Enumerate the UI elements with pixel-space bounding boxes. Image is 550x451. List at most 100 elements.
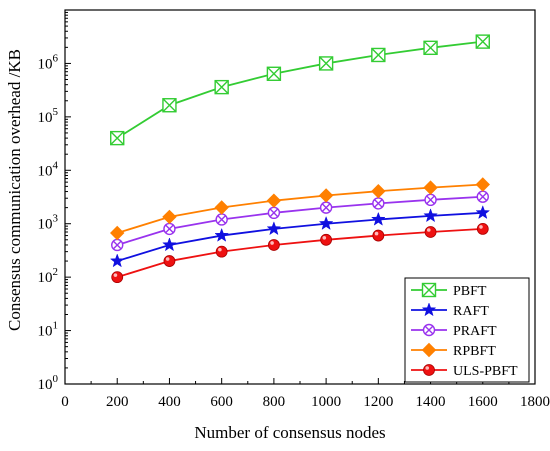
marker-ball xyxy=(476,222,489,235)
legend-marker xyxy=(421,342,437,358)
x-tick-label: 800 xyxy=(263,394,286,410)
marker-cross xyxy=(165,224,174,234)
data-point xyxy=(320,233,333,246)
marker-star xyxy=(318,215,334,230)
marker-star xyxy=(214,227,230,242)
data-point xyxy=(370,211,386,226)
marker-highlight xyxy=(218,247,222,252)
data-point xyxy=(266,193,282,208)
data-point xyxy=(267,206,281,220)
marker-ball xyxy=(320,233,333,246)
marker-cross xyxy=(422,283,436,297)
marker-diamond xyxy=(110,225,125,241)
marker-highlight xyxy=(479,225,483,229)
marker-diamond xyxy=(475,177,490,192)
series-pbft xyxy=(110,34,490,146)
marker-cross xyxy=(475,34,490,49)
marker-ball xyxy=(424,226,437,238)
y-tick-label: 105 xyxy=(38,106,59,126)
y-tick-label: 103 xyxy=(38,213,59,233)
data-point xyxy=(110,130,125,146)
marker-star xyxy=(423,208,438,223)
marker-star xyxy=(475,205,491,220)
marker-cross xyxy=(269,208,279,218)
data-point xyxy=(111,271,124,284)
data-point xyxy=(110,225,125,241)
x-tick-label: 1600 xyxy=(468,394,498,410)
data-point xyxy=(423,40,438,56)
data-point xyxy=(214,200,229,215)
data-point xyxy=(476,190,489,203)
data-point xyxy=(266,66,282,81)
data-point xyxy=(475,177,490,192)
legend-item: RAFT xyxy=(411,302,489,319)
marker-cross xyxy=(478,192,488,202)
marker-highlight xyxy=(374,231,379,236)
y-axis-title: Consensus communication overhead /KB xyxy=(5,49,24,331)
legend-label: PBFT xyxy=(453,284,487,299)
data-point xyxy=(424,226,437,238)
data-point xyxy=(162,98,177,113)
legend-label: ULS-PBFT xyxy=(453,364,518,379)
marker-highlight xyxy=(322,235,327,240)
marker-highlight xyxy=(425,366,430,370)
legend-marker xyxy=(421,282,437,298)
data-point xyxy=(424,193,437,207)
legend-item: ULS-PBFT xyxy=(411,364,518,379)
legend-item: PRAFT xyxy=(411,323,497,339)
marker-diamond xyxy=(423,180,438,195)
data-point xyxy=(423,180,438,195)
marker-cross xyxy=(112,240,122,250)
x-tick-label: 1800 xyxy=(520,394,550,410)
legend-item: RPBFT xyxy=(411,342,496,359)
x-tick-label: 200 xyxy=(106,394,129,410)
series-line xyxy=(116,183,483,234)
series-line xyxy=(116,195,483,246)
data-point xyxy=(371,47,386,63)
x-tick-label: 1000 xyxy=(311,394,341,410)
series-line xyxy=(116,40,483,139)
marker-cross xyxy=(373,199,383,208)
x-tick-label: 600 xyxy=(210,394,233,410)
data-point xyxy=(372,229,385,242)
marker-cross xyxy=(371,47,386,62)
marker-ball xyxy=(111,271,124,284)
marker-diamond xyxy=(214,200,229,215)
legend-label: RAFT xyxy=(453,304,489,319)
data-point xyxy=(163,222,176,236)
series-uls-pbft xyxy=(111,222,489,284)
marker-diamond xyxy=(266,193,282,208)
marker-ball xyxy=(163,255,176,267)
marker-cross xyxy=(110,131,125,146)
y-tick-label: 100 xyxy=(38,373,59,393)
data-point xyxy=(372,197,385,210)
series-line xyxy=(116,211,483,262)
data-point xyxy=(109,253,125,268)
data-point xyxy=(318,56,334,71)
data-point xyxy=(371,183,386,199)
marker-cross xyxy=(266,66,281,81)
marker-cross xyxy=(321,203,331,213)
data-point xyxy=(267,239,280,251)
data-point xyxy=(318,188,334,203)
x-tick-label: 1200 xyxy=(363,394,393,410)
data-point xyxy=(266,221,282,236)
series-rpbft xyxy=(110,177,490,241)
y-tick-label: 102 xyxy=(38,266,59,286)
marker-star xyxy=(370,211,386,226)
x-tick-label: 0 xyxy=(61,394,69,410)
data-point xyxy=(423,208,438,223)
marker-star xyxy=(421,302,437,317)
marker-highlight xyxy=(426,228,431,232)
marker-highlight xyxy=(113,273,118,277)
marker-cross xyxy=(423,40,438,55)
data-point xyxy=(111,238,124,252)
legend-label: PRAFT xyxy=(453,324,497,339)
marker-cross xyxy=(426,195,435,205)
legend-marker xyxy=(422,323,436,337)
marker-star xyxy=(109,253,125,268)
legend-marker xyxy=(423,364,435,376)
series-raft xyxy=(109,205,491,268)
